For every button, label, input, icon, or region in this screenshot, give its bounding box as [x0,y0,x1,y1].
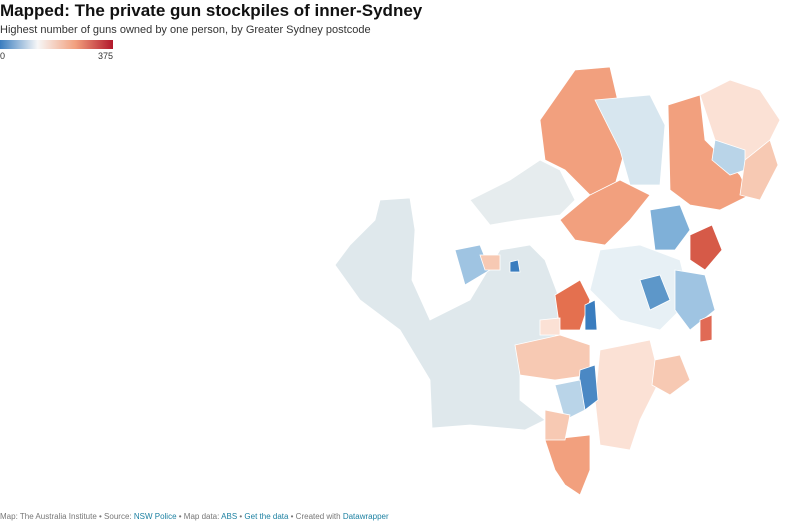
title: Mapped: The private gun stockpiles of in… [0,1,423,20]
region [539,317,561,336]
footer-link[interactable]: Datawrapper [342,512,389,521]
subtitle: Highest number of guns owned by one pers… [0,24,371,36]
footer-text: • [237,512,245,521]
region [739,139,779,201]
legend-min: 0 [0,51,6,61]
region [479,254,501,271]
footer-text: Map: The Australia Institute • Source: [0,512,134,521]
region [639,274,671,311]
region [509,259,521,273]
region [689,224,723,271]
region [334,197,561,431]
footer-link[interactable]: NSW Police [133,512,177,521]
region [649,204,691,251]
region [554,379,586,421]
region [544,409,571,441]
postcode-regions [334,66,781,496]
region [699,314,713,343]
region [559,179,651,246]
footer-link[interactable]: ABS [221,512,238,521]
legend: 0 375 [0,40,113,61]
region [584,299,598,331]
footer-link[interactable]: Get the data [244,512,289,521]
footer-text: • Created with [288,512,343,521]
region [469,159,576,226]
region [594,94,666,186]
footer: Map: The Australia Institute • Source: N… [0,512,389,521]
region [544,434,591,496]
legend-max: 375 [97,51,113,61]
region [711,139,746,176]
region [651,354,691,396]
footer-text: • Map data: [176,512,222,521]
region [594,339,661,451]
region [589,244,691,331]
color-scale [0,40,113,49]
